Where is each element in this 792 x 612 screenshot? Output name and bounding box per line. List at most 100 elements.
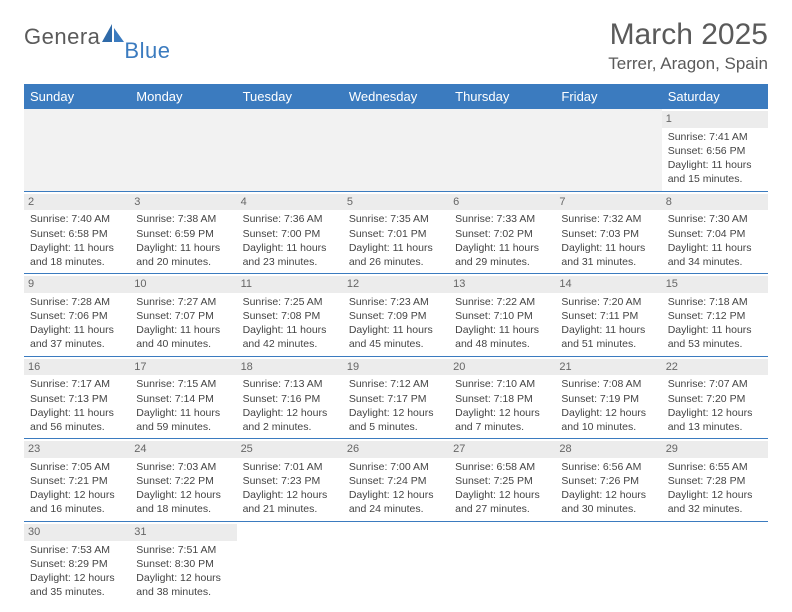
day-cell: 1Sunrise: 7:41 AMSunset: 6:56 PMDaylight…	[662, 109, 768, 191]
day-number: 8	[662, 194, 768, 211]
daylight-text: Daylight: 12 hours and 2 minutes.	[243, 406, 337, 434]
daylight-text: Daylight: 11 hours and 53 minutes.	[668, 323, 762, 351]
day-number: 28	[555, 441, 661, 458]
daylight-text: Daylight: 11 hours and 42 minutes.	[243, 323, 337, 351]
day-cell: 30Sunrise: 7:53 AMSunset: 8:29 PMDayligh…	[24, 521, 130, 603]
day-number: 4	[237, 194, 343, 211]
sunset-text: Sunset: 7:19 PM	[561, 392, 655, 406]
location-text: Terrer, Aragon, Spain	[608, 54, 768, 74]
daylight-text: Daylight: 12 hours and 32 minutes.	[668, 488, 762, 516]
day-cell: 28Sunrise: 6:56 AMSunset: 7:26 PMDayligh…	[555, 439, 661, 522]
daylight-text: Daylight: 12 hours and 10 minutes.	[561, 406, 655, 434]
daylight-text: Daylight: 12 hours and 13 minutes.	[668, 406, 762, 434]
weekday-header: Wednesday	[343, 84, 449, 109]
day-number: 20	[449, 359, 555, 376]
daylight-text: Daylight: 11 hours and 45 minutes.	[349, 323, 443, 351]
day-number: 24	[130, 441, 236, 458]
sunrise-text: Sunrise: 7:53 AM	[30, 543, 124, 557]
sunset-text: Sunset: 7:10 PM	[455, 309, 549, 323]
sunrise-text: Sunrise: 7:41 AM	[668, 130, 762, 144]
day-cell: 9Sunrise: 7:28 AMSunset: 7:06 PMDaylight…	[24, 274, 130, 357]
sunset-text: Sunset: 7:17 PM	[349, 392, 443, 406]
sunset-text: Sunset: 7:00 PM	[243, 227, 337, 241]
sunset-text: Sunset: 7:24 PM	[349, 474, 443, 488]
daylight-text: Daylight: 12 hours and 35 minutes.	[30, 571, 124, 599]
calendar-row: 9Sunrise: 7:28 AMSunset: 7:06 PMDaylight…	[24, 274, 768, 357]
daylight-text: Daylight: 11 hours and 18 minutes.	[30, 241, 124, 269]
day-cell: 12Sunrise: 7:23 AMSunset: 7:09 PMDayligh…	[343, 274, 449, 357]
day-cell: 17Sunrise: 7:15 AMSunset: 7:14 PMDayligh…	[130, 356, 236, 439]
empty-cell	[662, 521, 768, 603]
day-number: 9	[24, 276, 130, 293]
sunset-text: Sunset: 7:25 PM	[455, 474, 549, 488]
sunrise-text: Sunrise: 7:08 AM	[561, 377, 655, 391]
calendar-row: 30Sunrise: 7:53 AMSunset: 8:29 PMDayligh…	[24, 521, 768, 603]
sunset-text: Sunset: 7:23 PM	[243, 474, 337, 488]
daylight-text: Daylight: 12 hours and 27 minutes.	[455, 488, 549, 516]
sunset-text: Sunset: 7:16 PM	[243, 392, 337, 406]
sunrise-text: Sunrise: 7:36 AM	[243, 212, 337, 226]
day-number: 26	[343, 441, 449, 458]
sunrise-text: Sunrise: 7:27 AM	[136, 295, 230, 309]
day-cell: 10Sunrise: 7:27 AMSunset: 7:07 PMDayligh…	[130, 274, 236, 357]
empty-cell	[237, 109, 343, 191]
day-cell: 16Sunrise: 7:17 AMSunset: 7:13 PMDayligh…	[24, 356, 130, 439]
day-number: 25	[237, 441, 343, 458]
weekday-header: Sunday	[24, 84, 130, 109]
weekday-header-row: Sunday Monday Tuesday Wednesday Thursday…	[24, 84, 768, 109]
sunrise-text: Sunrise: 7:07 AM	[668, 377, 762, 391]
day-cell: 2Sunrise: 7:40 AMSunset: 6:58 PMDaylight…	[24, 191, 130, 274]
day-cell: 15Sunrise: 7:18 AMSunset: 7:12 PMDayligh…	[662, 274, 768, 357]
daylight-text: Daylight: 11 hours and 29 minutes.	[455, 241, 549, 269]
sunset-text: Sunset: 7:20 PM	[668, 392, 762, 406]
day-cell: 26Sunrise: 7:00 AMSunset: 7:24 PMDayligh…	[343, 439, 449, 522]
logo: Genera Blue	[24, 24, 176, 50]
day-number: 16	[24, 359, 130, 376]
day-cell: 20Sunrise: 7:10 AMSunset: 7:18 PMDayligh…	[449, 356, 555, 439]
daylight-text: Daylight: 12 hours and 38 minutes.	[136, 571, 230, 599]
sunrise-text: Sunrise: 7:38 AM	[136, 212, 230, 226]
day-number: 2	[24, 194, 130, 211]
empty-cell	[555, 521, 661, 603]
sunset-text: Sunset: 7:06 PM	[30, 309, 124, 323]
daylight-text: Daylight: 11 hours and 51 minutes.	[561, 323, 655, 351]
weekday-header: Friday	[555, 84, 661, 109]
day-number: 30	[24, 524, 130, 541]
daylight-text: Daylight: 12 hours and 30 minutes.	[561, 488, 655, 516]
empty-cell	[449, 109, 555, 191]
sunset-text: Sunset: 6:58 PM	[30, 227, 124, 241]
header: Genera Blue March 2025 Terrer, Aragon, S…	[24, 18, 768, 74]
daylight-text: Daylight: 11 hours and 59 minutes.	[136, 406, 230, 434]
day-number: 18	[237, 359, 343, 376]
sunrise-text: Sunrise: 6:58 AM	[455, 460, 549, 474]
sunset-text: Sunset: 6:56 PM	[668, 144, 762, 158]
daylight-text: Daylight: 11 hours and 48 minutes.	[455, 323, 549, 351]
daylight-text: Daylight: 11 hours and 34 minutes.	[668, 241, 762, 269]
sunset-text: Sunset: 7:04 PM	[668, 227, 762, 241]
day-cell: 24Sunrise: 7:03 AMSunset: 7:22 PMDayligh…	[130, 439, 236, 522]
daylight-text: Daylight: 11 hours and 15 minutes.	[668, 158, 762, 186]
day-cell: 18Sunrise: 7:13 AMSunset: 7:16 PMDayligh…	[237, 356, 343, 439]
page-title: March 2025	[608, 18, 768, 52]
calendar-row: 2Sunrise: 7:40 AMSunset: 6:58 PMDaylight…	[24, 191, 768, 274]
sunrise-text: Sunrise: 7:51 AM	[136, 543, 230, 557]
sunrise-text: Sunrise: 7:00 AM	[349, 460, 443, 474]
weekday-header: Monday	[130, 84, 236, 109]
day-cell: 29Sunrise: 6:55 AMSunset: 7:28 PMDayligh…	[662, 439, 768, 522]
sunset-text: Sunset: 7:02 PM	[455, 227, 549, 241]
day-cell: 6Sunrise: 7:33 AMSunset: 7:02 PMDaylight…	[449, 191, 555, 274]
daylight-text: Daylight: 11 hours and 20 minutes.	[136, 241, 230, 269]
daylight-text: Daylight: 11 hours and 56 minutes.	[30, 406, 124, 434]
empty-cell	[555, 109, 661, 191]
day-number: 19	[343, 359, 449, 376]
daylight-text: Daylight: 12 hours and 21 minutes.	[243, 488, 337, 516]
sunset-text: Sunset: 7:03 PM	[561, 227, 655, 241]
day-cell: 13Sunrise: 7:22 AMSunset: 7:10 PMDayligh…	[449, 274, 555, 357]
daylight-text: Daylight: 11 hours and 31 minutes.	[561, 241, 655, 269]
sunrise-text: Sunrise: 7:35 AM	[349, 212, 443, 226]
day-number: 13	[449, 276, 555, 293]
sunset-text: Sunset: 7:28 PM	[668, 474, 762, 488]
sunset-text: Sunset: 7:13 PM	[30, 392, 124, 406]
sunset-text: Sunset: 7:01 PM	[349, 227, 443, 241]
sunrise-text: Sunrise: 7:01 AM	[243, 460, 337, 474]
